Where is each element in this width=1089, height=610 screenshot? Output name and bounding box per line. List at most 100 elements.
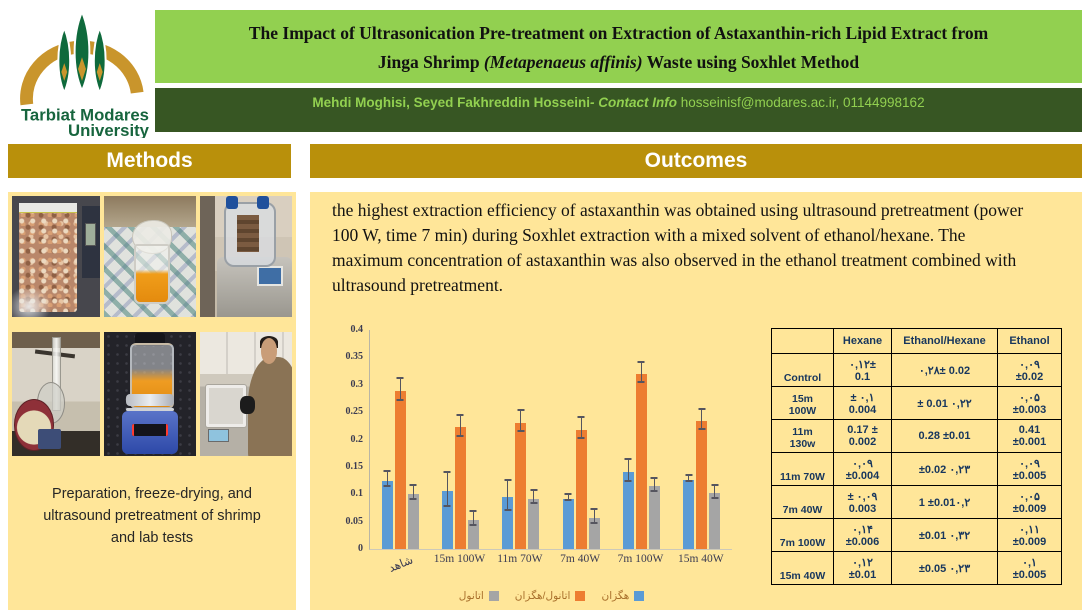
- y-tick-label: 0.25: [345, 406, 364, 418]
- table-cell: ۰,۱۱ ±0.009: [997, 518, 1062, 552]
- hotplate-display: [131, 423, 169, 437]
- error-bar: [577, 416, 585, 439]
- chart-x-axis: شاهد 15m 100W 11m 70W 7m 40W 7m 100W 15m 40W: [369, 553, 731, 575]
- results-table-head: Hexane Ethanol/Hexane Ethanol: [771, 328, 1062, 354]
- table-cell: ±0.05 ۰,۲۳: [891, 551, 998, 585]
- error-bar: [564, 493, 572, 502]
- error-bar: [396, 377, 404, 402]
- row-label: Control: [771, 353, 834, 387]
- cabinet-side: [200, 196, 215, 317]
- hexane-barwrap: [502, 330, 514, 549]
- ethanol-barwrap: [467, 330, 479, 549]
- author-names: Mehdi Moghisi, Seyed Fakhreddin Hosseini: [312, 95, 590, 110]
- table-cell: ۰,۲۸± 0.02: [891, 353, 998, 387]
- row-label: 7m 40W: [771, 485, 834, 519]
- ethanol-hexane-barwrap: [515, 330, 527, 549]
- ethanol-barwrap: [528, 330, 540, 549]
- table-cell: 0.28 ±0.01: [891, 419, 998, 453]
- table-cell: ۰,۰۵ ±0.003: [997, 386, 1062, 420]
- error-bar: [443, 470, 451, 508]
- ethanol-hexane-bar: [635, 373, 647, 549]
- university-logo: Tarbiat Modares University: [12, 6, 152, 140]
- bar-group: [441, 330, 479, 549]
- title-line-2: Jinga Shrimp (Metapenaeus affinis) Waste…: [155, 48, 1082, 77]
- table-cell: ۰,۰۹ ±0.02: [997, 353, 1062, 387]
- error-bar: [530, 489, 538, 505]
- x-category-label: 15m 40W: [677, 553, 724, 565]
- hexane-bar: [562, 499, 574, 549]
- hexane-barwrap: [562, 330, 574, 549]
- outcomes-section-header: Outcomes: [310, 144, 1082, 178]
- hexane-bar: [381, 480, 393, 549]
- y-tick-label: 0.05: [345, 515, 364, 527]
- title-line-2-pre: Jinga Shrimp: [377, 52, 484, 72]
- chart-plot: [369, 330, 732, 550]
- error-bar: [409, 484, 417, 501]
- ethanol-hexane-bar: [575, 429, 587, 549]
- column-header-hexane: Hexane: [833, 328, 892, 354]
- x-category-label: شاهد: [387, 554, 415, 575]
- table-row: 11m 70W ۰,۰۹ ±0.004 ±0.02 ۰,۲۳ ۰,۰۹ ±0.005: [771, 452, 1062, 486]
- row-label: 15m 100W: [771, 386, 834, 420]
- table-cell: ±0.01 ۰,۳۲: [891, 518, 998, 552]
- hexane-barwrap: [622, 330, 634, 549]
- outcomes-section-label: Outcomes: [644, 149, 748, 172]
- error-bar: [624, 457, 632, 482]
- table-cell: ۰,۰۹ ±0.004: [833, 452, 892, 486]
- table-row: Control ۰,۱۲± 0.1 ۰,۲۸± 0.02 ۰,۰۹ ±0.02: [771, 353, 1062, 387]
- logo-text-line2: University: [68, 121, 150, 138]
- ethanol-hexane-bar: [515, 422, 527, 549]
- valve-right: [257, 196, 269, 210]
- beaker-orange-extract: [134, 244, 170, 305]
- logo-tree-left: [57, 25, 72, 96]
- row-label: 11m 130w: [771, 419, 834, 453]
- ethanol-hexane-bar: [454, 427, 466, 549]
- error-bar: [650, 476, 658, 492]
- y-tick-label: 0.15: [345, 460, 364, 472]
- error-bar: [698, 407, 706, 431]
- error-bar: [456, 414, 464, 437]
- ethanol-legend-label: اتانول: [458, 590, 484, 602]
- balance-display: [208, 428, 229, 442]
- ethanol-bar: [528, 498, 540, 549]
- hexane-barwrap: [381, 330, 393, 549]
- error-bar: [637, 360, 645, 384]
- table-cell: ۰,۰۹ ±0.005: [997, 452, 1062, 486]
- photo-frozen-shrimp-bag: [12, 196, 100, 317]
- table-cell: ۰,۰۵ ±0.009: [997, 485, 1062, 519]
- researcher-head: [260, 338, 278, 365]
- methods-section-header: Methods: [8, 144, 291, 178]
- table-cell: ±0.02 ۰,۲۳: [891, 452, 998, 486]
- photo-analytical-balance: [200, 332, 292, 456]
- freeze-dryer-screen: [256, 265, 283, 286]
- methods-caption: Preparation, freeze-drying, and ultrasou…: [43, 486, 261, 546]
- table-row: 7m 100W ۰,۱۴ ±0.006 ±0.01 ۰,۳۲ ۰,۱۱ ±0.009: [771, 518, 1062, 552]
- methods-section-label: Methods: [106, 149, 193, 172]
- y-tick-label: 0.4: [350, 324, 364, 335]
- ethanol-barwrap: [407, 330, 419, 549]
- error-bar: [469, 509, 477, 527]
- table-cell: ± ۰,۰۹ 0.003: [833, 485, 892, 519]
- frost-patch: [12, 285, 51, 317]
- ethanol-barwrap: [588, 330, 600, 549]
- ethanol-bar: [588, 518, 600, 549]
- bar-group: [683, 330, 721, 549]
- university-logo-graphic: Tarbiat Modares University: [20, 9, 150, 140]
- y-tick-label: 0.2: [350, 433, 364, 445]
- y-tick-label: 0.3: [350, 378, 364, 390]
- table-cell: ± 0.01 ۰,۲۲: [891, 386, 998, 420]
- x-category-label: 7m 40W: [560, 553, 601, 565]
- valve-left: [225, 196, 238, 210]
- table-cell: ۰,۱۴ ±0.006: [833, 518, 892, 552]
- y-tick-label: 0.1: [350, 488, 364, 500]
- error-bar: [590, 508, 598, 525]
- title-line-1: The Impact of Ultrasonication Pre-treatm…: [248, 23, 989, 43]
- ethanol-hexane-barwrap: [394, 330, 406, 549]
- authors-bar: Mehdi Moghisi, Seyed Fakhreddin Hosseini…: [155, 88, 1082, 132]
- bar-group: [562, 330, 600, 549]
- results-table: Hexane Ethanol/Hexane Ethanol Control ۰,۱۲±…: [771, 328, 1062, 585]
- methods-panel: Preparation, freeze-drying, and ultrasou…: [8, 192, 296, 610]
- error-bar: [383, 470, 391, 488]
- row-label: 15m 40W: [771, 551, 834, 585]
